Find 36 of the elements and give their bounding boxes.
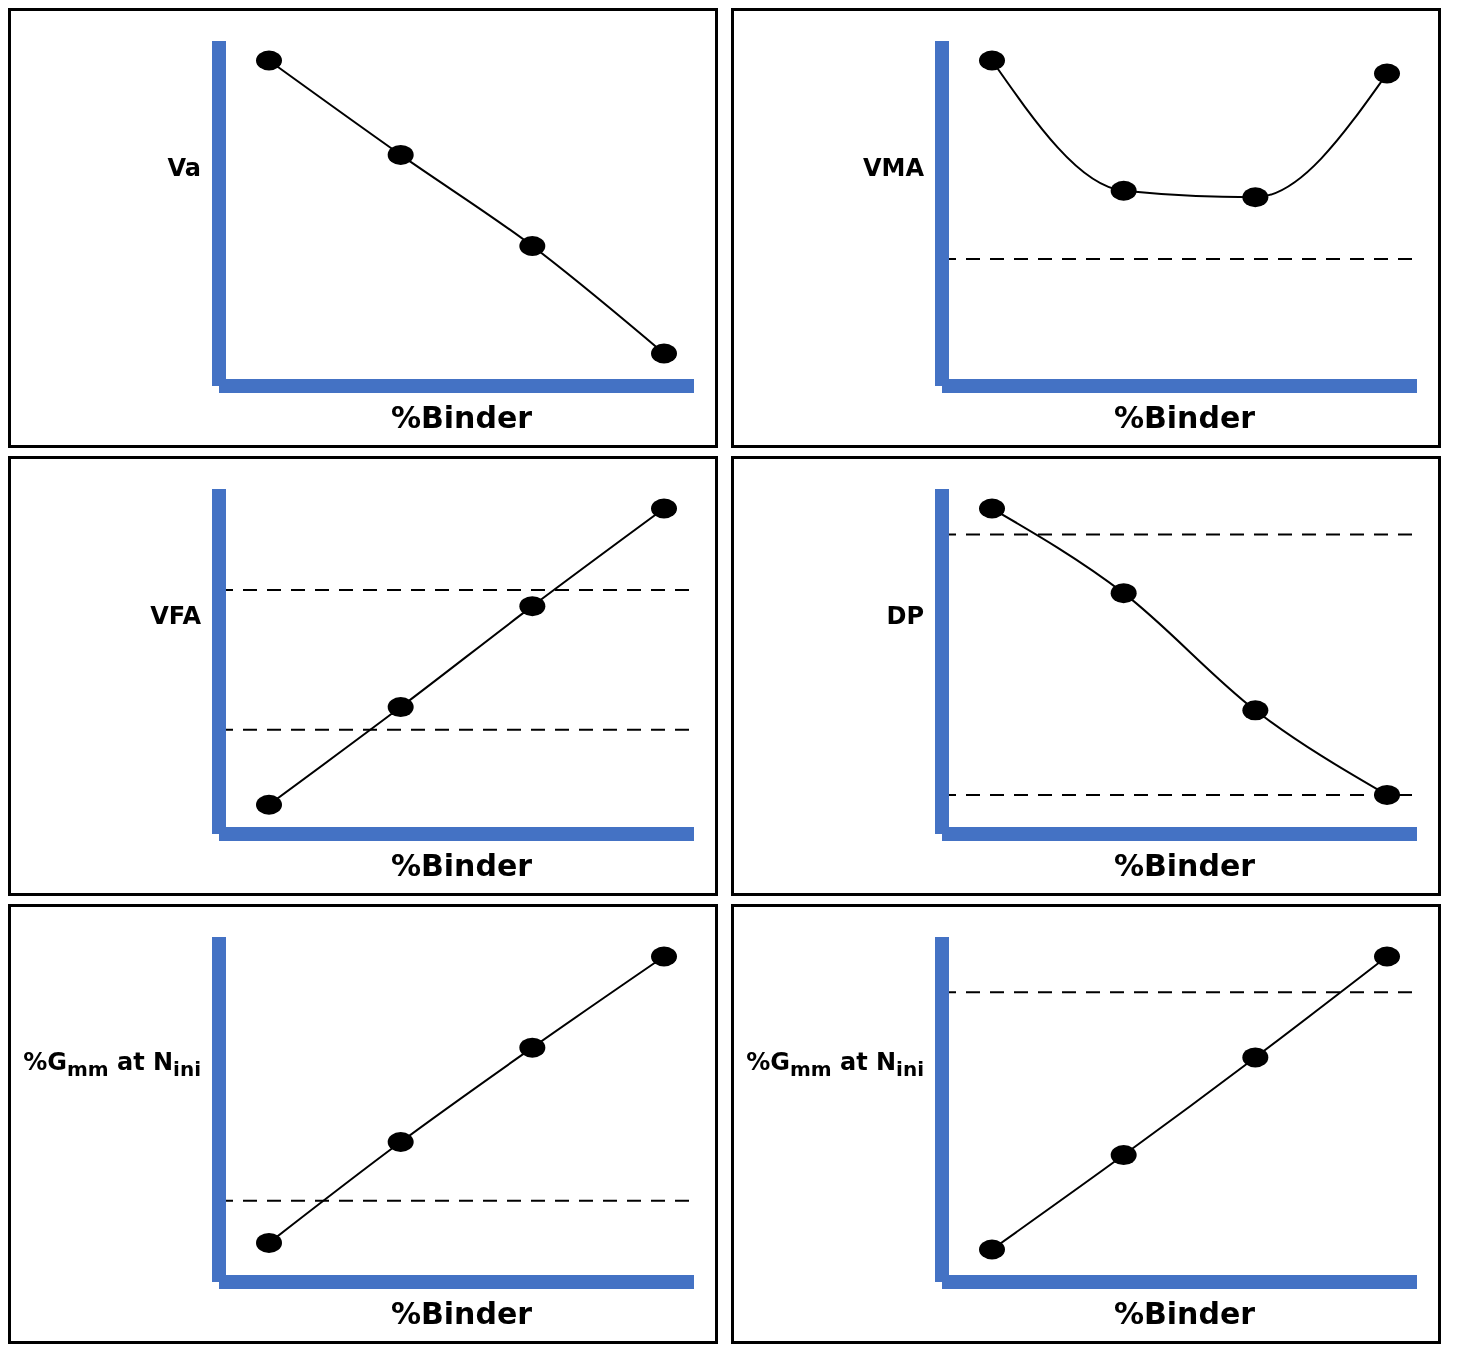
point xyxy=(651,343,677,364)
y-axis-title: DP xyxy=(886,602,924,630)
x-axis-title: %Binder xyxy=(1112,1296,1257,1331)
x-axis-title: %Binder xyxy=(389,848,534,883)
point xyxy=(1110,583,1137,604)
point xyxy=(1242,187,1269,208)
point xyxy=(256,1232,282,1253)
x-axis-title: %Binder xyxy=(1112,400,1257,435)
y-axis-title: %G$_{mm}$ at N$_{ini}$ xyxy=(746,1047,924,1081)
point xyxy=(256,794,282,815)
point xyxy=(651,946,677,967)
point xyxy=(387,697,414,718)
point xyxy=(256,50,282,71)
point xyxy=(651,498,677,519)
point xyxy=(387,144,414,165)
point xyxy=(979,1239,1005,1260)
point xyxy=(519,236,546,257)
point xyxy=(387,1132,414,1153)
point xyxy=(979,50,1005,71)
x-axis-title: %Binder xyxy=(1112,848,1257,883)
point xyxy=(1242,1047,1269,1068)
y-axis-title: %G$_{mm}$ at N$_{ini}$ xyxy=(23,1047,201,1081)
point xyxy=(1374,784,1400,805)
y-axis-title: Va xyxy=(167,154,201,182)
x-axis-title: %Binder xyxy=(389,400,534,435)
point xyxy=(1242,700,1269,721)
point xyxy=(1374,63,1400,84)
x-axis-title: %Binder xyxy=(389,1296,534,1331)
point xyxy=(519,596,546,617)
point xyxy=(1374,946,1400,967)
y-axis-title: VFA xyxy=(150,602,201,630)
point xyxy=(1110,1145,1137,1166)
point xyxy=(1110,180,1137,201)
point xyxy=(519,1037,546,1058)
point xyxy=(979,498,1005,519)
y-axis-title: VMA xyxy=(862,154,924,182)
